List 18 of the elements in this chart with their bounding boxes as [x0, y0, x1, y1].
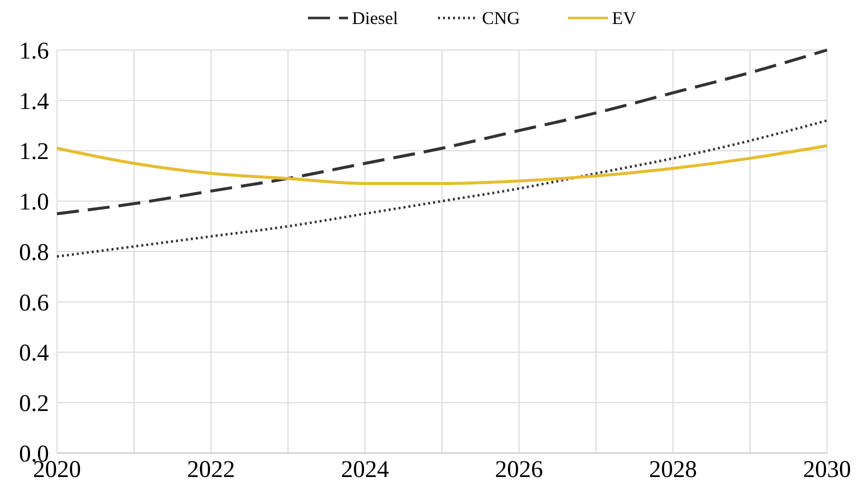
- x-tick-label: 2024: [341, 457, 389, 483]
- legend-label: CNG: [482, 8, 520, 28]
- y-tick-label: 0.4: [19, 340, 49, 367]
- y-tick-label: 0.2: [19, 391, 49, 418]
- y-tick-label: 1.2: [19, 139, 49, 166]
- x-tick-label: 2030: [803, 457, 851, 483]
- y-tick-label: 1.6: [19, 38, 49, 64]
- y-tick-label: 0.6: [19, 290, 49, 316]
- line-series: [56, 119, 828, 258]
- x-tick-label: 2028: [649, 457, 697, 483]
- x-tick-label: 2022: [187, 457, 235, 483]
- line-series: [56, 144, 828, 185]
- y-tick-label: 1.0: [19, 190, 49, 216]
- legend-label: Diesel: [352, 8, 398, 28]
- y-tick-label: 1.4: [19, 88, 49, 115]
- x-tick-label: 2026: [495, 457, 543, 483]
- y-tick-label: 0.8: [19, 240, 49, 266]
- legend-label: EV: [612, 8, 636, 28]
